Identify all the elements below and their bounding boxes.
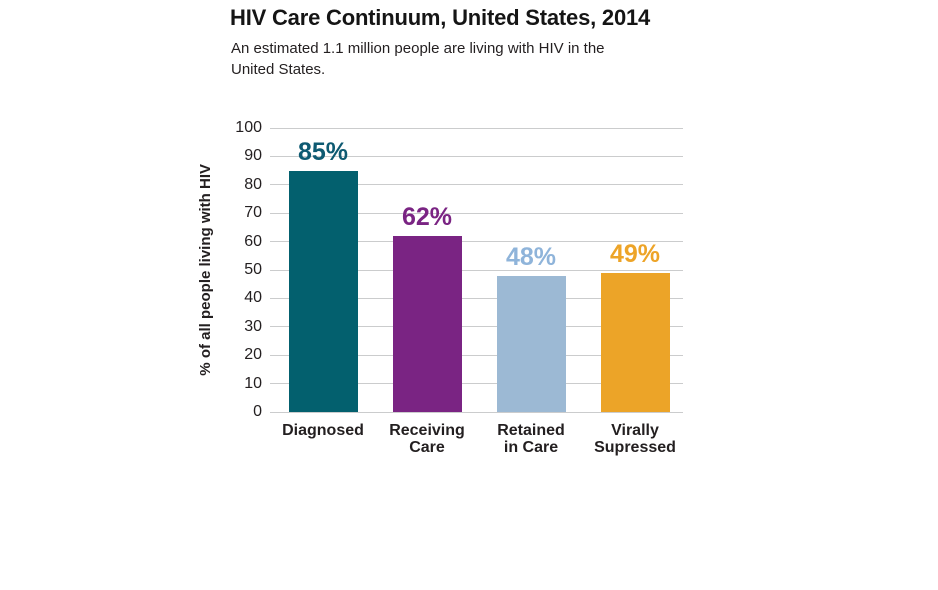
bar-diagnosed [288, 170, 358, 412]
plot-area: 85% 62% 48% 49% [270, 127, 683, 413]
gridline [270, 269, 683, 271]
chart-subtitle: An estimated 1.1 million people are livi… [231, 40, 605, 79]
y-tick-label: 30 [244, 317, 262, 335]
x-category-label-virally-supressed: Virally Supressed [594, 422, 676, 456]
bar-receiving-care [392, 235, 462, 412]
gridline [270, 155, 683, 157]
y-tick-label: 50 [244, 261, 262, 278]
y-tick-label: 0 [253, 403, 262, 420]
y-tick-label: 100 [235, 119, 262, 136]
gridline [270, 383, 683, 385]
y-tick-label: 80 [244, 175, 262, 193]
y-tick-label: 20 [244, 346, 262, 364]
chart-title: HIV Care Continuum, United States, 2014 [230, 5, 651, 30]
y-tick-label: 60 [244, 232, 262, 250]
gridline [270, 212, 683, 214]
gridline [270, 354, 683, 356]
bar-value-label-retained-in-care: 48% [505, 242, 557, 271]
x-category-label-retained-in-care: Retained in Care [497, 422, 565, 456]
y-tick-label: 40 [244, 289, 262, 307]
gridline [270, 297, 683, 299]
gridline [270, 326, 683, 328]
y-tick-label: 70 [244, 204, 262, 222]
y-tick-label: 90 [244, 147, 262, 165]
y-tick-label: 10 [244, 374, 262, 392]
x-category-label-diagnosed: Diagnosed [282, 422, 364, 439]
bar-value-label-diagnosed: 85% [297, 137, 349, 166]
bar-value-label-virally-supressed: 49% [609, 239, 661, 268]
gridline [270, 127, 683, 129]
gridline [270, 184, 683, 186]
bar-retained-in-care [496, 275, 566, 412]
bar-virally-supressed [600, 272, 670, 412]
gridline [270, 411, 683, 413]
gridline [270, 241, 683, 243]
x-category-label-receiving-care: Receiving Care [389, 422, 465, 456]
bar-value-label-receiving-care: 62% [401, 202, 453, 231]
